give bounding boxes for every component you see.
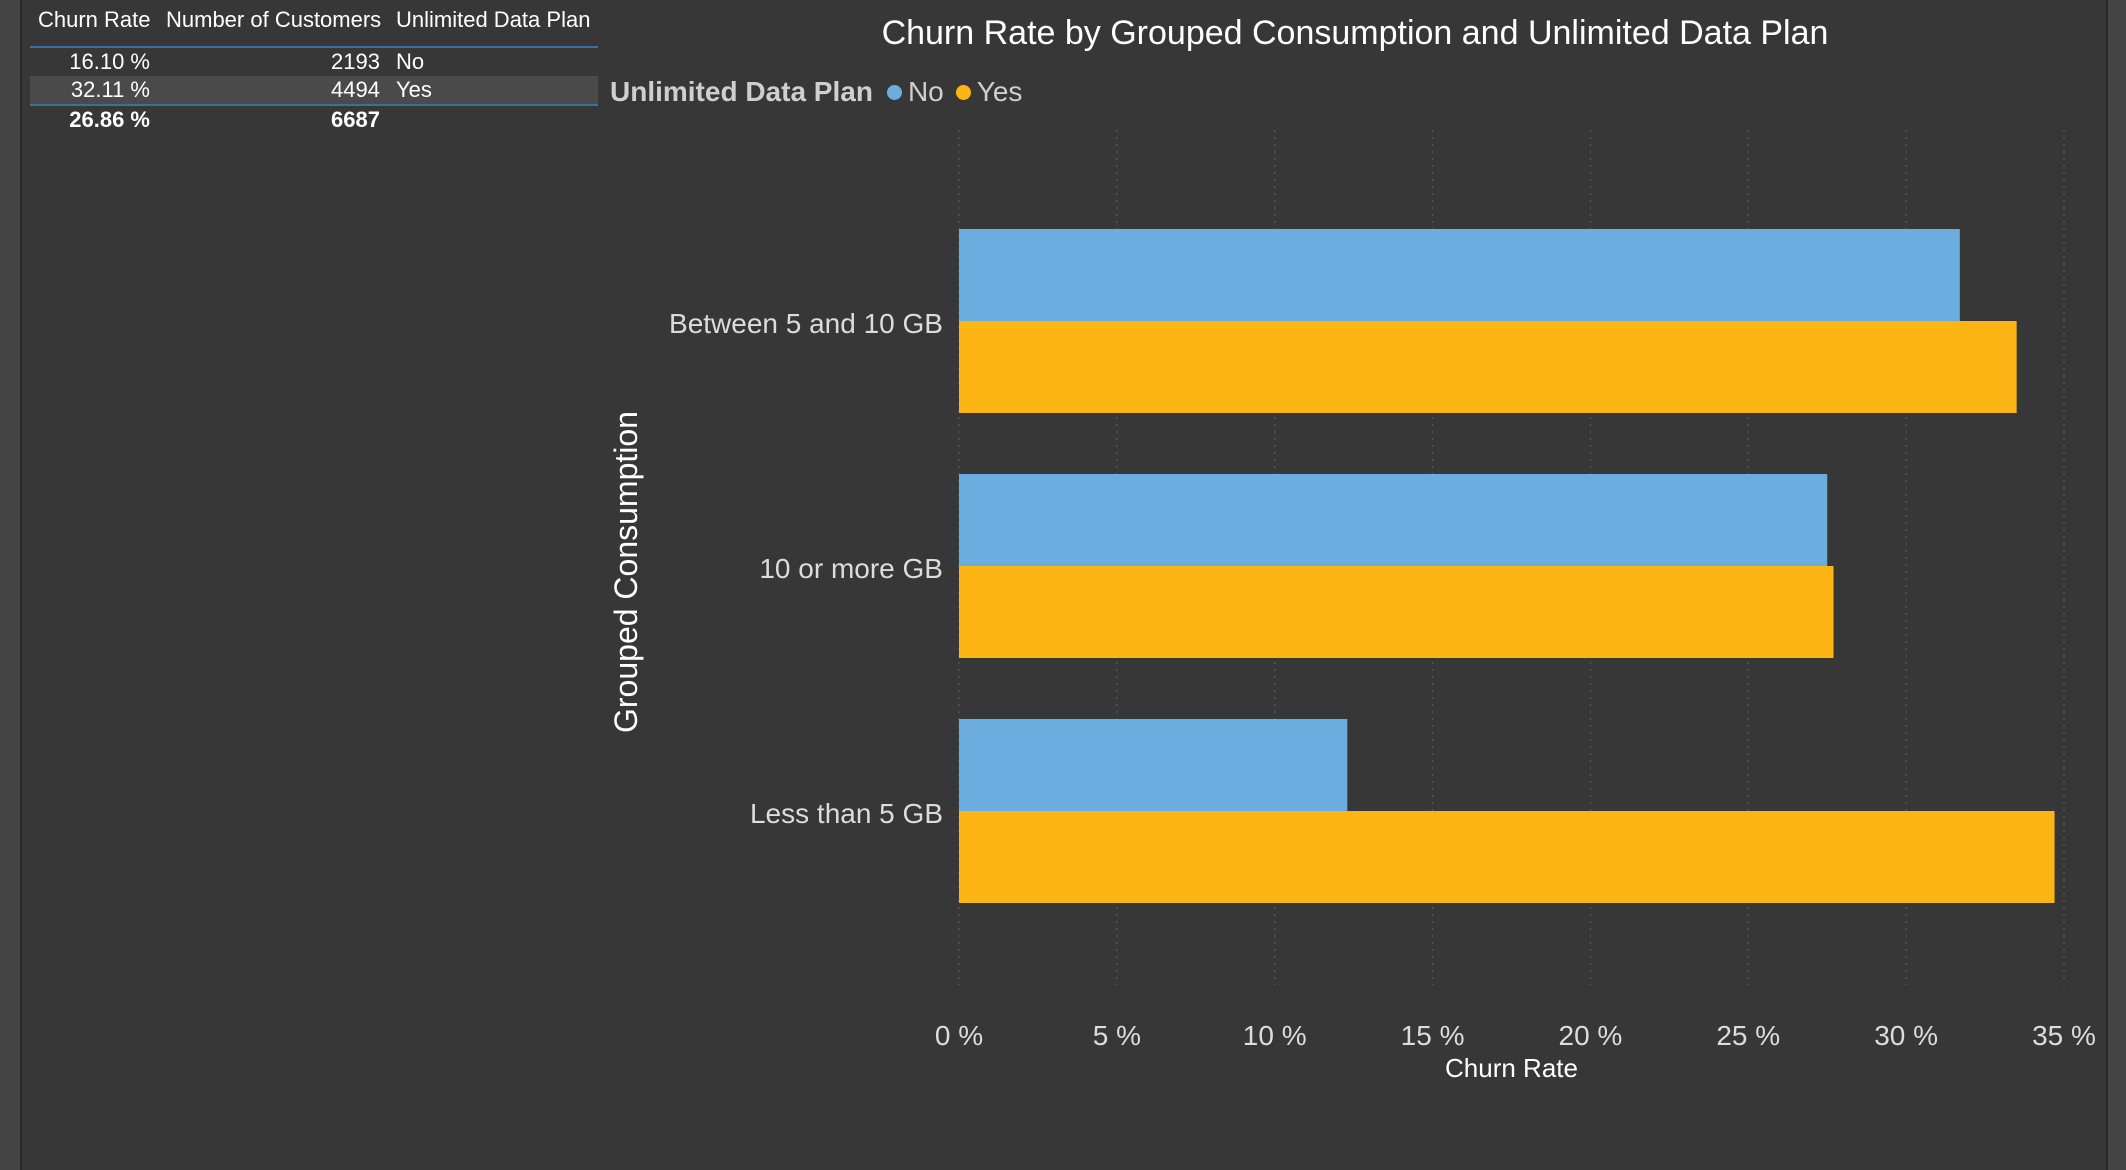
legend-marker-no <box>886 84 902 100</box>
total-churn-rate: 26.86 % <box>69 107 150 132</box>
chart-legend: Unlimited Data Plan No Yes <box>610 74 1034 110</box>
legend-title: Unlimited Data Plan <box>610 76 873 107</box>
customers-cell: 4494 <box>331 77 380 102</box>
y-tick-label: Between 5 and 10 GB <box>669 308 943 339</box>
legend-marker-yes <box>955 84 971 100</box>
x-tick-label: 20 % <box>1559 1020 1623 1051</box>
legend-item-yes[interactable]: Yes <box>955 76 1023 108</box>
header-number-of-customers[interactable]: Number of Customers <box>166 7 382 32</box>
x-tick-label: 10 % <box>1243 1020 1307 1051</box>
x-tick-label: 35 % <box>2032 1020 2096 1051</box>
bar-yes-2[interactable] <box>959 566 1834 658</box>
right-frame-edge <box>2106 0 2126 1170</box>
bar-no-3[interactable] <box>959 719 1348 811</box>
total-customers: 6687 <box>331 107 380 132</box>
x-tick-label: 15 % <box>1401 1020 1465 1051</box>
header-unlimited-data-plan[interactable]: Unlimited Data Plan <box>396 7 591 32</box>
table-row[interactable]: 16.10 % 2193 No <box>30 48 598 76</box>
x-tick-label: 0 % <box>935 1020 983 1051</box>
churn-rate-cell: 32.11 % <box>70 77 150 102</box>
bar-no-1[interactable] <box>959 229 1960 321</box>
plan-cell: No <box>396 49 425 74</box>
plan-cell: Yes <box>396 77 432 102</box>
y-axis-title: Grouped Consumption <box>608 411 644 733</box>
bar-yes-3[interactable] <box>959 811 2055 903</box>
left-frame-edge <box>0 0 22 1170</box>
x-axis-title: Churn Rate <box>1445 1053 1578 1083</box>
y-tick-label: Less than 5 GB <box>750 798 943 829</box>
legend-label-yes: Yes <box>976 76 1023 107</box>
churn-rate-cell: 16.10 % <box>69 49 150 74</box>
legend-label-no: No <box>907 76 944 107</box>
bar-yes-1[interactable] <box>959 321 2017 413</box>
table-total-row: 26.86 % 6687 <box>30 104 598 136</box>
churn-summary-table: Churn Rate Number of Customers Unlimited… <box>30 0 598 136</box>
y-tick-label: 10 or more GB <box>759 553 943 584</box>
table-header-row: Churn Rate Number of Customers Unlimited… <box>30 0 598 48</box>
header-churn-rate[interactable]: Churn Rate <box>38 7 151 32</box>
legend-item-no[interactable]: No <box>886 76 944 108</box>
table-row[interactable]: 32.11 % 4494 Yes <box>30 76 598 104</box>
chart-title: Churn Rate by Grouped Consumption and Un… <box>881 14 1829 52</box>
customers-cell: 2193 <box>331 49 380 74</box>
x-tick-label: 30 % <box>1874 1020 1938 1051</box>
bar-no-2[interactable] <box>959 474 1828 566</box>
x-tick-label: 25 % <box>1716 1020 1780 1051</box>
x-tick-label: 5 % <box>1093 1020 1141 1051</box>
